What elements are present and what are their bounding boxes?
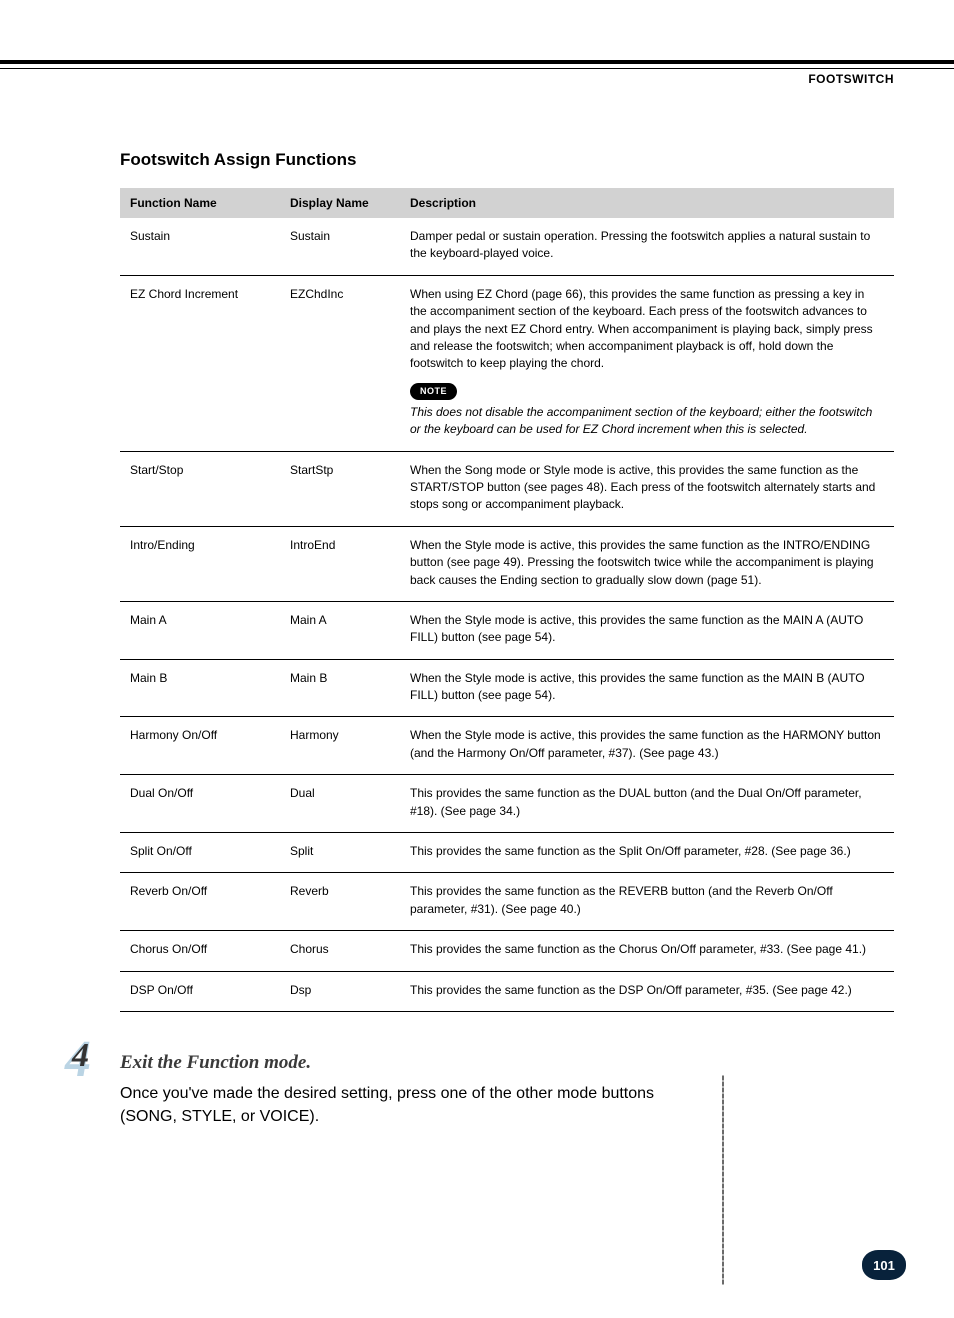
header-section-label: FOOTSWITCH xyxy=(808,72,894,86)
cell-function: Reverb On/Off xyxy=(120,873,280,931)
cell-display: Chorus xyxy=(280,931,400,971)
cell-function: Harmony On/Off xyxy=(120,717,280,775)
cell-display: Main A xyxy=(280,601,400,659)
cell-display: Dual xyxy=(280,775,400,833)
table-row: DSP On/OffDsp This provides the same func… xyxy=(120,971,894,1011)
cell-display: Harmony xyxy=(280,717,400,775)
cell-description: When the Style mode is active, this prov… xyxy=(400,601,894,659)
table-row: Dual On/OffDual This provides the same fu… xyxy=(120,775,894,833)
cell-description: This provides the same function as the C… xyxy=(400,931,894,971)
cell-description: This provides the same function as the S… xyxy=(400,833,894,873)
step-block: 4 4 Exit the Function mode. Once you've … xyxy=(120,1052,894,1128)
col-header-display: Display Name xyxy=(280,188,400,218)
cell-function: Chorus On/Off xyxy=(120,931,280,971)
description-text: This provides the same function as the R… xyxy=(410,883,884,918)
table-row: EZ Chord IncrementEZChdIncWhen using EZ … xyxy=(120,275,894,451)
table-title: Footswitch Assign Functions xyxy=(120,150,894,170)
page-number-badge: 101 xyxy=(862,1250,906,1280)
page-content: Footswitch Assign Functions Function Nam… xyxy=(120,150,894,1128)
table-row: SustainSustain Damper pedal or sustain op… xyxy=(120,218,894,275)
cell-function: Split On/Off xyxy=(120,833,280,873)
header-rule-thick xyxy=(0,60,954,64)
description-text: When the Style mode is active, this prov… xyxy=(410,670,884,705)
cell-display: EZChdInc xyxy=(280,275,400,451)
step-body: Once you've made the desired setting, pr… xyxy=(120,1082,710,1128)
cell-description: Damper pedal or sustain operation. Press… xyxy=(400,218,894,275)
table-row: Split On/OffSplit This provides the same … xyxy=(120,833,894,873)
note-text: This does not disable the accompaniment … xyxy=(410,404,884,439)
functions-table: Function Name Display Name Description S… xyxy=(120,188,894,1012)
page-number: 101 xyxy=(873,1258,895,1273)
cell-function: Intro/Ending xyxy=(120,526,280,601)
cell-function: Start/Stop xyxy=(120,451,280,526)
description-text: When the Style mode is active, this prov… xyxy=(410,537,884,589)
cell-description: When the Style mode is active, this prov… xyxy=(400,717,894,775)
cell-description: When using EZ Chord (page 66), this prov… xyxy=(400,275,894,451)
cell-function: DSP On/Off xyxy=(120,971,280,1011)
cell-description: When the Style mode is active, this prov… xyxy=(400,526,894,601)
dotted-rule xyxy=(722,1075,724,1285)
cell-description: This provides the same function as the D… xyxy=(400,775,894,833)
cell-display: Split xyxy=(280,833,400,873)
description-text: When the Song mode or Style mode is acti… xyxy=(410,462,884,514)
cell-display: Main B xyxy=(280,659,400,717)
table-row: Intro/EndingIntroEndWhen the Style mode … xyxy=(120,526,894,601)
cell-display: StartStp xyxy=(280,451,400,526)
cell-description: When the Style mode is active, this prov… xyxy=(400,659,894,717)
cell-description: This provides the same function as the R… xyxy=(400,873,894,931)
table-row: Chorus On/OffChorus This provides the sam… xyxy=(120,931,894,971)
cell-description: This provides the same function as the D… xyxy=(400,971,894,1011)
cell-function: Main B xyxy=(120,659,280,717)
table-row: Main AMain A When the Style mode is activ… xyxy=(120,601,894,659)
cell-description: When the Song mode or Style mode is acti… xyxy=(400,451,894,526)
cell-display: Reverb xyxy=(280,873,400,931)
cell-function: Main A xyxy=(120,601,280,659)
cell-display: IntroEnd xyxy=(280,526,400,601)
header-rule-thin xyxy=(0,68,954,69)
table-header-row: Function Name Display Name Description xyxy=(120,188,894,218)
note-badge: NOTE xyxy=(410,383,457,400)
table-row: Harmony On/OffHarmony When the Style mode… xyxy=(120,717,894,775)
description-text: This provides the same function as the D… xyxy=(410,982,884,999)
cell-function: Sustain xyxy=(120,218,280,275)
description-text: This provides the same function as the S… xyxy=(410,843,884,860)
cell-function: Dual On/Off xyxy=(120,775,280,833)
col-header-description: Description xyxy=(400,188,894,218)
description-text: When the Style mode is active, this prov… xyxy=(410,727,884,762)
description-text: When using EZ Chord (page 66), this prov… xyxy=(410,286,884,373)
cell-display: Sustain xyxy=(280,218,400,275)
step-title: Exit the Function mode. xyxy=(120,1052,311,1073)
description-text: Damper pedal or sustain operation. Press… xyxy=(410,228,884,263)
table-row: Start/StopStartStpWhen the Song mode or … xyxy=(120,451,894,526)
step-number: 4 xyxy=(72,1037,89,1075)
description-text: When the Style mode is active, this prov… xyxy=(410,612,884,647)
col-header-function: Function Name xyxy=(120,188,280,218)
description-text: This provides the same function as the D… xyxy=(410,785,884,820)
cell-function: EZ Chord Increment xyxy=(120,275,280,451)
table-row: Reverb On/OffReverb This provides the sam… xyxy=(120,873,894,931)
cell-display: Dsp xyxy=(280,971,400,1011)
table-row: Main BMain B When the Style mode is activ… xyxy=(120,659,894,717)
description-text: This provides the same function as the C… xyxy=(410,941,884,958)
